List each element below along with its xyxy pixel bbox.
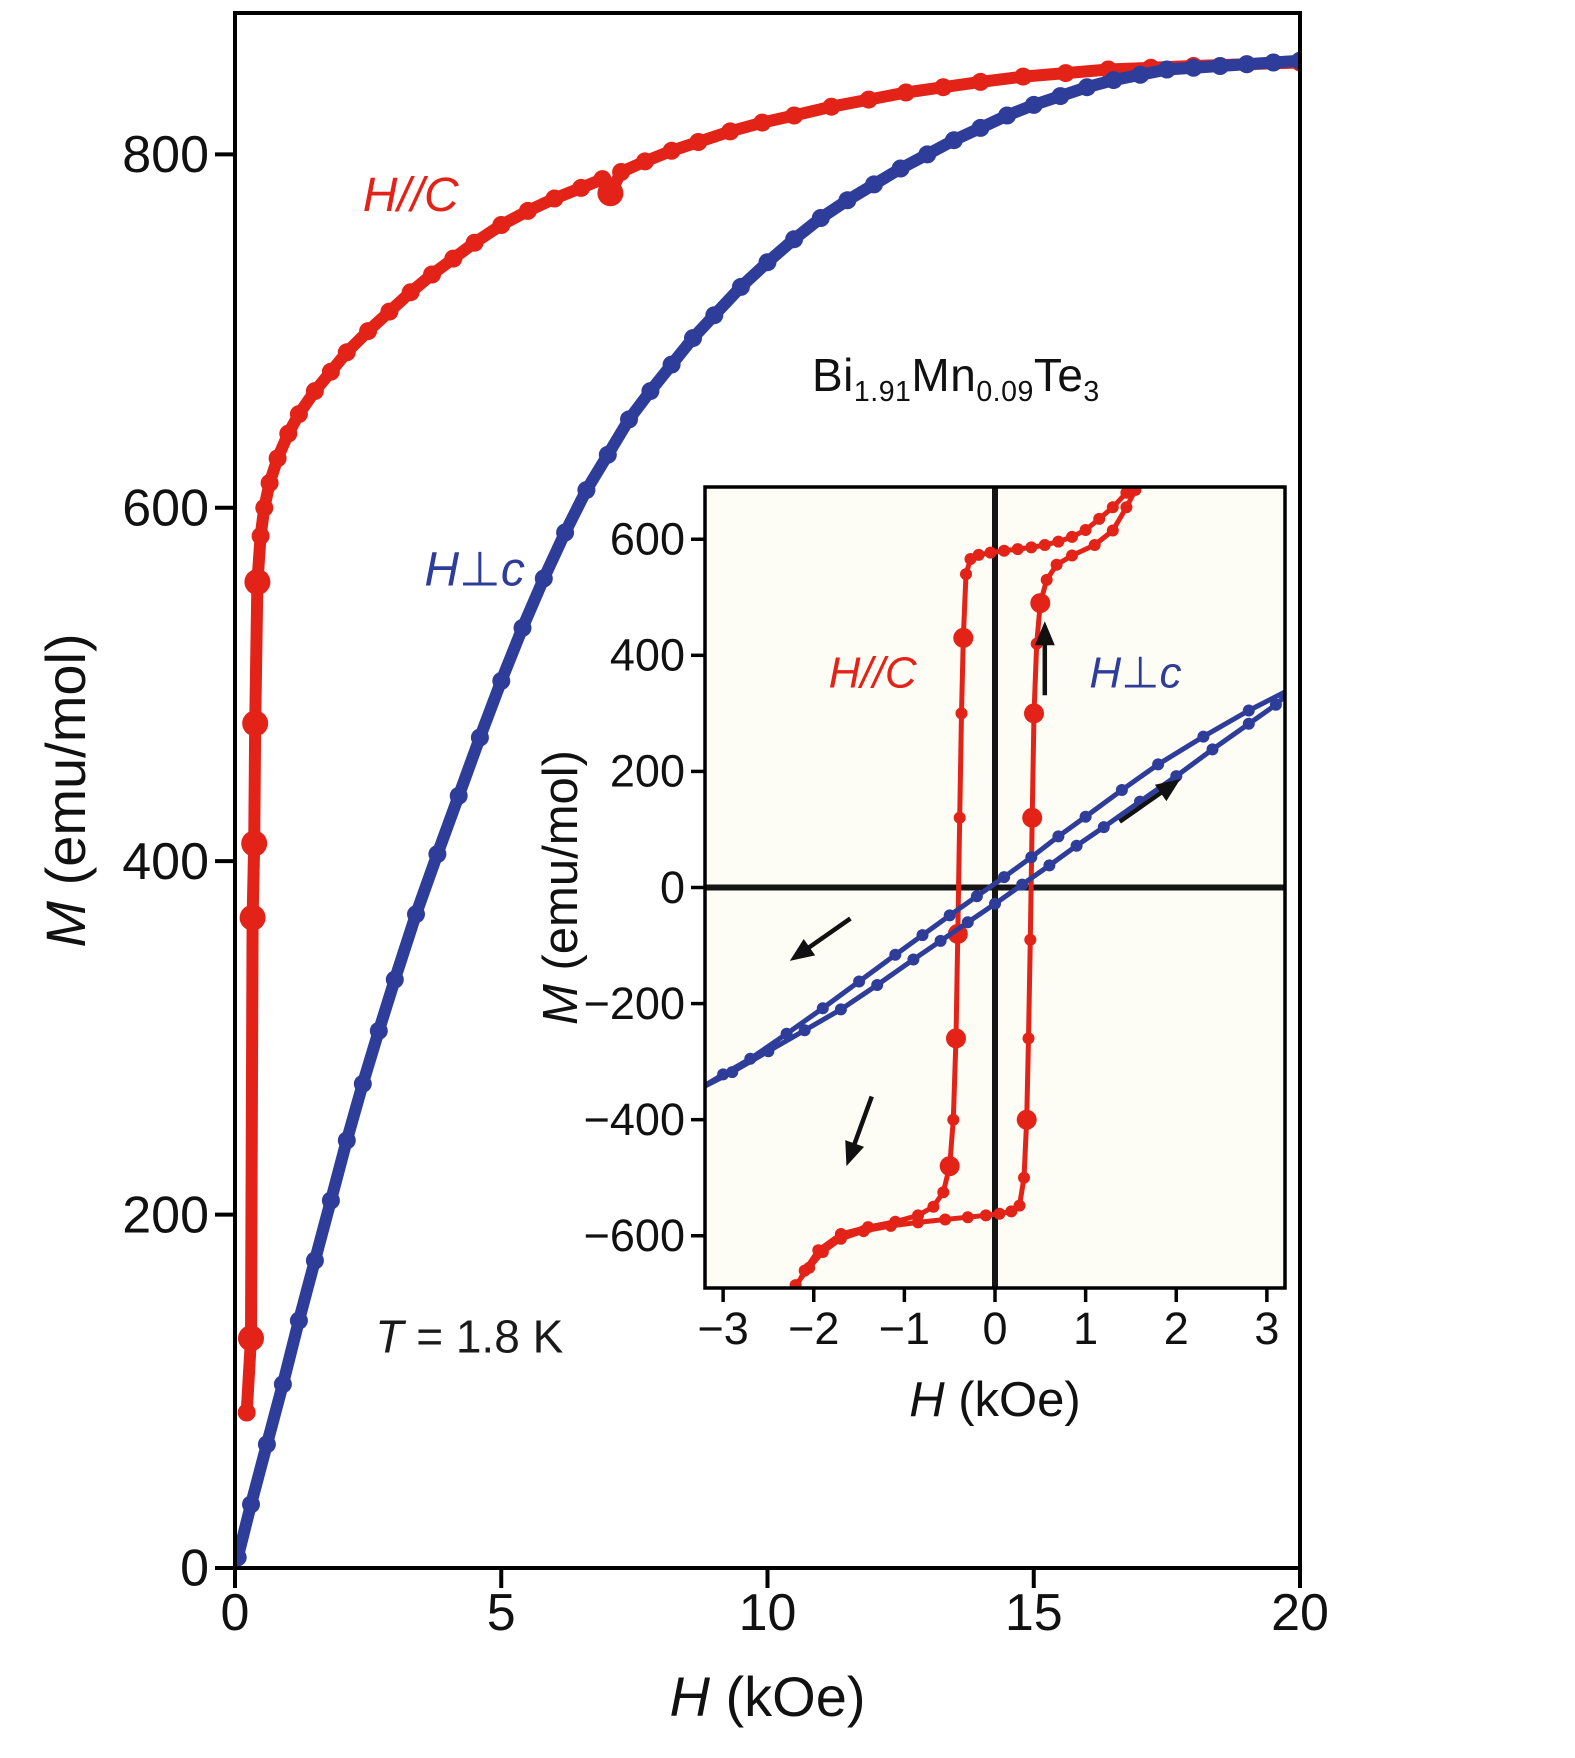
formula-element: Te — [1033, 349, 1084, 401]
direction-arrow — [1034, 621, 1055, 696]
y-tick-label: 0 — [180, 1540, 209, 1598]
y-tick-label: 400 — [122, 833, 209, 891]
y-tick-label: 800 — [122, 126, 209, 184]
inset-x-axis: −3 −2 −1 0 1 2 3 — [697, 1288, 1279, 1354]
inset-annotation: H//C — [829, 648, 918, 697]
x-tick-label: 15 — [1005, 1584, 1063, 1642]
inset-annotation: H⊥c — [1089, 648, 1181, 697]
formula-element: Mn — [911, 349, 977, 401]
x-tick-label: 20 — [1271, 1584, 1329, 1642]
main-annotation: H⊥c — [424, 544, 524, 597]
direction-arrow — [1118, 779, 1181, 824]
y-tick-label: 200 — [122, 1186, 209, 1244]
inset-chart: −3 −2 −1 0 1 2 3 −600 −400 −200 0 200 400 600 H (kOe) M… — [534, 485, 1287, 1427]
direction-arrow — [845, 1095, 874, 1167]
x-tick-label: 0 — [982, 1303, 1007, 1354]
y-tick-label: 600 — [610, 514, 685, 565]
main-series-group — [235, 51, 1300, 1567]
inset-y-axis: −600 −400 −200 0 200 400 600 — [584, 514, 705, 1261]
formula-subscript: 1.91 — [853, 376, 912, 409]
x-tick-label: 2 — [1164, 1303, 1189, 1354]
inset-series-group — [705, 487, 1285, 1288]
main-y-axis-label: M (emu/mol) — [34, 633, 97, 947]
main-annotation: T = 1.8 K — [375, 1310, 563, 1362]
x-tick-label: 1 — [1073, 1303, 1098, 1354]
y-tick-label: 0 — [660, 862, 685, 913]
x-tick-label: −1 — [879, 1303, 930, 1354]
x-tick-label: −2 — [788, 1303, 839, 1354]
y-tick-label: 200 — [610, 746, 685, 797]
formula-element: Bi — [812, 349, 854, 401]
y-tick-label: −400 — [584, 1094, 685, 1145]
inset-zero-lines — [705, 487, 1285, 1288]
main-y-axis: 0 200 400 600 800 — [122, 126, 235, 1598]
inset-y-axis-label: M (emu/mol) — [534, 750, 588, 1025]
main-x-axis-label: H (kOe) — [669, 1665, 865, 1728]
inset-series-0 — [789, 487, 1142, 1288]
y-tick-label: −600 — [584, 1210, 685, 1261]
y-tick-label: −200 — [584, 978, 685, 1029]
x-tick-label: 0 — [221, 1584, 250, 1642]
formula-subscript: 3 — [1083, 376, 1100, 409]
inset-x-axis-label: H (kOe) — [909, 1373, 1081, 1427]
sample-formula-label: Bi1.91Mn0.09Te3 — [812, 348, 1100, 409]
x-tick-label: 5 — [487, 1584, 516, 1642]
main-series-line — [240, 56, 1300, 1419]
x-tick-label: 3 — [1254, 1303, 1279, 1354]
x-tick-label: 10 — [739, 1584, 797, 1642]
main-series-1 — [235, 51, 1300, 1567]
inset-series-1 — [705, 689, 1285, 1089]
x-tick-label: −3 — [697, 1303, 748, 1354]
formula-subscript: 0.09 — [976, 376, 1034, 409]
y-tick-label: 400 — [610, 630, 685, 681]
y-tick-label: 600 — [122, 479, 209, 537]
direction-arrow — [789, 916, 852, 961]
main-annotation: H//C — [363, 169, 459, 222]
inset-series-line — [793, 487, 1138, 1288]
main-x-axis: 0 5 10 15 20 — [221, 1568, 1329, 1642]
